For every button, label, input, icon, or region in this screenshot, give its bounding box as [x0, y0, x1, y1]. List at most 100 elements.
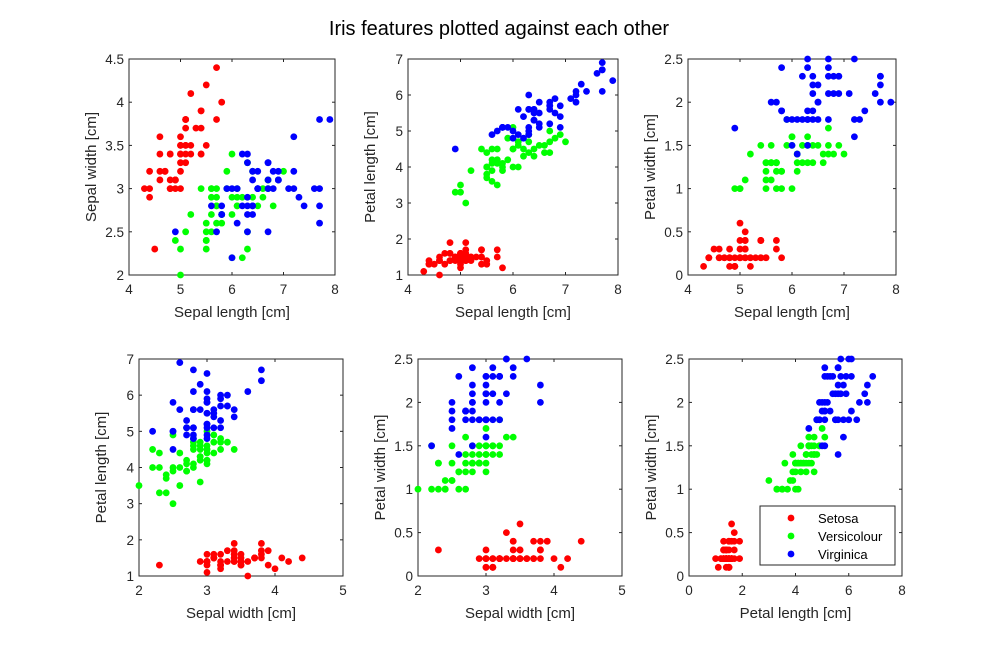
point-virginica: [448, 407, 456, 415]
point-versicolour: [802, 468, 810, 476]
point-setosa: [146, 167, 154, 175]
y-tick-label: 1.5: [394, 439, 413, 454]
point-virginica: [840, 381, 847, 389]
point-versicolour: [202, 237, 210, 244]
point-virginica: [809, 81, 817, 89]
point-virginica: [503, 390, 510, 398]
point-versicolour: [196, 478, 204, 486]
point-versicolour: [525, 149, 533, 157]
point-virginica: [218, 202, 226, 210]
point-versicolour: [448, 442, 456, 450]
point-versicolour: [767, 159, 775, 167]
point-setosa: [714, 563, 722, 571]
point-virginica: [489, 390, 497, 398]
point-versicolour: [496, 442, 503, 450]
y-tick-label: 1: [405, 482, 413, 497]
point-setosa: [446, 250, 454, 257]
point-setosa: [720, 537, 728, 545]
point-setosa: [726, 254, 733, 262]
point-virginica: [514, 131, 522, 139]
x-tick-label: 6: [788, 282, 796, 297]
point-virginica: [469, 364, 476, 372]
point-virginica: [249, 167, 256, 175]
point-virginica: [489, 372, 497, 380]
point-virginica: [840, 433, 847, 441]
point-versicolour: [530, 145, 538, 153]
point-versicolour: [149, 464, 157, 471]
point-virginica: [482, 390, 490, 398]
point-virginica: [535, 120, 543, 128]
y-tick-label: 2: [675, 95, 683, 110]
point-versicolour: [213, 202, 220, 210]
point-virginica: [842, 372, 850, 380]
x-tick-label: 4: [271, 583, 279, 598]
point-versicolour: [793, 159, 801, 167]
point-versicolour: [546, 127, 554, 135]
x-tick-label: 7: [562, 282, 570, 297]
point-versicolour: [228, 150, 236, 158]
point-virginica: [217, 424, 225, 432]
point-setosa: [478, 253, 485, 261]
x-tick-label: 5: [177, 282, 185, 297]
point-versicolour: [169, 500, 177, 508]
point-versicolour: [435, 459, 442, 467]
point-setosa: [224, 547, 231, 555]
x-tick-label: 7: [840, 282, 848, 297]
point-virginica: [556, 102, 564, 110]
point-setosa: [197, 107, 205, 115]
x-tick-label: 4: [550, 583, 558, 598]
point-virginica: [190, 435, 197, 442]
point-setosa: [543, 537, 551, 545]
point-versicolour: [741, 176, 749, 184]
y-tick-label: 1: [675, 182, 683, 197]
point-setosa: [537, 546, 544, 554]
point-virginica: [451, 145, 459, 153]
point-versicolour: [469, 459, 476, 467]
point-setosa: [475, 555, 483, 563]
point-versicolour: [514, 142, 522, 149]
point-setosa: [726, 245, 733, 253]
point-setosa: [457, 257, 464, 264]
point-setosa: [203, 550, 211, 558]
point-virginica: [824, 372, 831, 380]
point-versicolour: [562, 138, 569, 146]
point-versicolour: [202, 228, 210, 236]
point-setosa: [516, 555, 524, 563]
point-setosa: [436, 271, 443, 279]
x-axis-label: Sepal width [cm]: [186, 605, 296, 622]
point-versicolour: [794, 485, 802, 493]
point-virginica: [863, 399, 871, 406]
point-virginica: [871, 90, 879, 97]
point-virginica: [190, 406, 197, 414]
point-virginica: [826, 407, 834, 415]
point-setosa: [161, 167, 169, 175]
point-versicolour: [233, 202, 241, 210]
point-versicolour: [233, 193, 241, 201]
point-virginica: [863, 381, 871, 389]
point-setosa: [462, 250, 470, 257]
point-versicolour: [156, 449, 163, 457]
point-virginica: [210, 413, 218, 421]
y-tick-label: 7: [126, 352, 134, 367]
point-virginica: [783, 116, 791, 123]
point-virginica: [203, 424, 211, 432]
point-setosa: [182, 124, 190, 132]
legend-marker-virginica: [787, 550, 795, 558]
point-versicolour: [162, 489, 170, 497]
point-versicolour: [224, 438, 231, 446]
point-versicolour: [210, 438, 218, 446]
point-setosa: [251, 554, 258, 562]
point-versicolour: [210, 449, 218, 457]
point-virginica: [509, 127, 517, 135]
point-versicolour: [530, 152, 538, 160]
point-virginica: [183, 424, 191, 432]
y-tick-label: 1: [126, 569, 134, 584]
point-virginica: [475, 416, 483, 424]
point-versicolour: [483, 149, 491, 157]
point-virginica: [482, 433, 490, 441]
point-versicolour: [428, 485, 435, 493]
x-tick-label: 2: [135, 583, 143, 598]
point-versicolour: [414, 485, 422, 493]
point-setosa: [197, 124, 205, 132]
point-setosa: [446, 257, 454, 264]
